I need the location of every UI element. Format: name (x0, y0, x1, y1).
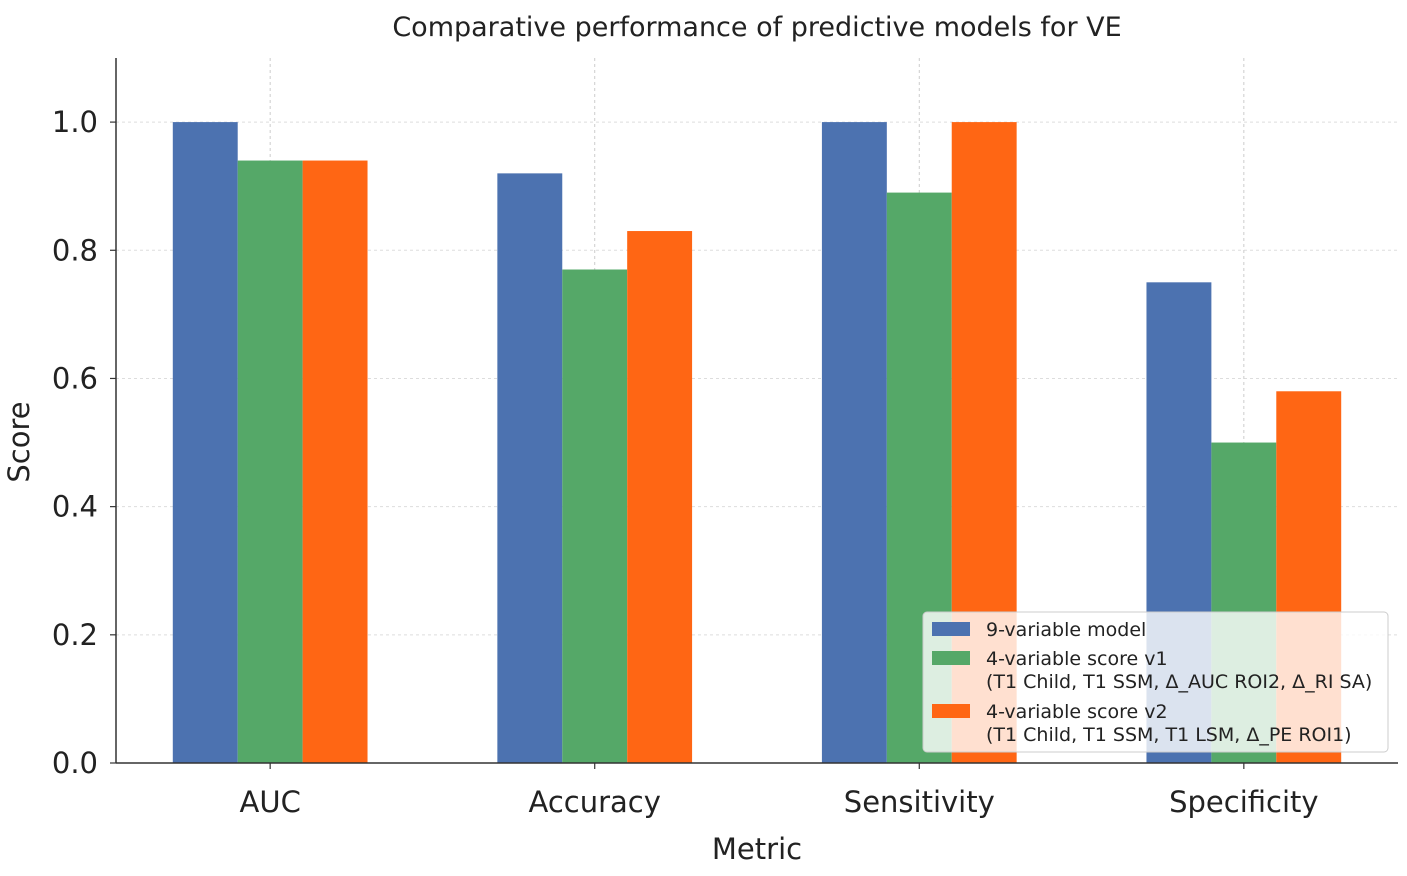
x-tick-label: AUC (240, 785, 301, 819)
legend-label: 9-variable model (986, 619, 1146, 641)
y-tick-label: 0.0 (52, 746, 98, 780)
y-axis-label: Score (2, 401, 36, 482)
y-tick-label: 1.0 (52, 105, 98, 139)
legend-label: (T1 Child, T1 SSM, Δ_AUC ROI2, Δ_RI SA) (986, 671, 1372, 693)
legend-box (922, 611, 1389, 753)
x-ticks: AUC Accuracy Sensitivity Specificity (240, 763, 1319, 819)
bar-accuracy-series-2 (562, 269, 628, 763)
bar-auc-series-2 (237, 160, 303, 763)
y-tick-label: 0.4 (52, 490, 98, 524)
y-tick-label: 0.8 (52, 233, 98, 267)
bar-auc-series-3 (302, 160, 368, 763)
bar-auc-series-1 (172, 122, 238, 763)
bar-accuracy-series-3 (627, 231, 693, 763)
y-tick-label: 0.6 (52, 361, 98, 395)
x-tick-label: Accuracy (529, 785, 661, 819)
chart-title: Comparative performance of predictive mo… (392, 12, 1121, 43)
x-axis-label: Metric (712, 832, 802, 866)
axes (115, 58, 1398, 764)
bar-sensitivity-series-1 (821, 122, 887, 763)
bar-accuracy-series-1 (497, 173, 563, 763)
y-ticks: 0.0 0.2 0.4 0.6 0.8 1.0 (52, 105, 116, 780)
y-tick-label: 0.2 (52, 618, 98, 652)
legend-swatch (932, 704, 970, 718)
legend-swatch (932, 651, 970, 665)
legend-label: (T1 Child, T1 SSM, T1 LSM, Δ_PE ROI1) (986, 724, 1352, 746)
legend-swatch (932, 622, 970, 636)
legend-label: 4-variable score v2 (986, 701, 1168, 723)
x-tick-label: Sensitivity (844, 785, 995, 819)
legend-label: 4-variable score v1 (986, 648, 1168, 670)
x-tick-label: Specificity (1169, 785, 1318, 819)
